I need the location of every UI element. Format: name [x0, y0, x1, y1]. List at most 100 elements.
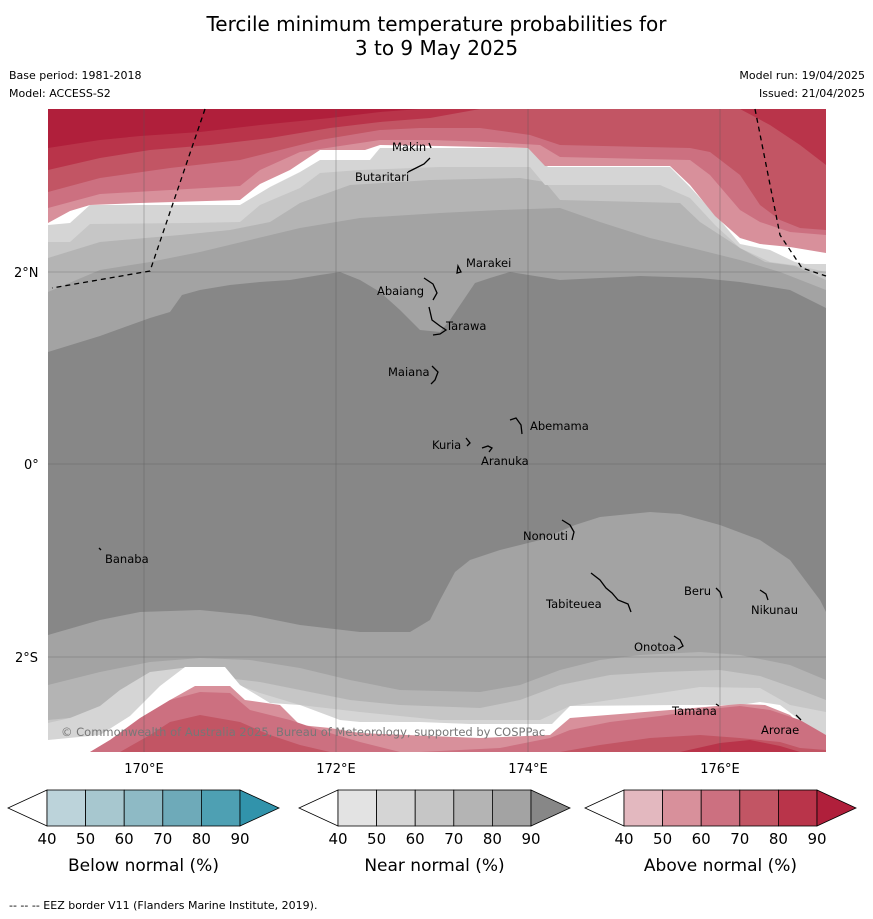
near-normal-colorbar-tick: 40	[328, 830, 347, 848]
near-normal-colorbar-segment	[337, 789, 377, 827]
label-makin: Makin	[392, 140, 426, 154]
label-abaiang: Abaiang	[377, 284, 424, 298]
island-abaiang	[423, 277, 438, 301]
above-normal-colorbar-segment	[623, 789, 663, 827]
below-normal-colorbar-tick: 50	[76, 830, 95, 848]
island-tarawa	[428, 306, 448, 336]
island-aranuka	[481, 445, 493, 453]
gridlines	[48, 109, 826, 752]
label-onotoa: Onotoa	[634, 640, 676, 654]
island-arorae	[795, 714, 802, 721]
above-normal-colorbar-tick: 90	[807, 830, 826, 848]
label-marakei: Marakei	[466, 256, 511, 270]
island-tabiteuea	[590, 572, 632, 613]
below-normal-colorbar-max-extension	[239, 789, 280, 827]
lon-label-172: 172°E	[316, 762, 356, 777]
above-normal-colorbar-tick: 70	[730, 830, 749, 848]
probability-field	[48, 109, 826, 752]
run-info: Model run: 19/04/2025 Issued: 21/04/2025	[739, 67, 865, 103]
label-abemama: Abemama	[530, 419, 589, 433]
label-nonouti: Nonouti	[523, 529, 568, 543]
label-maiana: Maiana	[388, 365, 430, 379]
below-normal-colorbar-segment	[162, 789, 202, 827]
island-abemama	[509, 417, 523, 435]
label-tabiteuea: Tabiteuea	[545, 597, 602, 611]
above-normal-colorbar: 40 50 60 70 80 90 Above normal (%)	[584, 789, 857, 876]
below-normal-colorbar-tick: 40	[37, 830, 56, 848]
above-normal-colorbar-segment	[662, 789, 702, 827]
island-butaritari	[407, 157, 431, 173]
issued-date: Issued: 21/04/2025	[758, 87, 865, 100]
above-normal-colorbar-tick: 50	[653, 830, 672, 848]
island-nikunau	[759, 589, 769, 601]
islands	[98, 142, 802, 721]
lat-label-0: 0°	[24, 458, 39, 473]
label-beru: Beru	[684, 584, 711, 598]
model-info: Base period: 1981-2018 Model: ACCESS-S2	[9, 67, 141, 103]
island-nonouti	[561, 519, 575, 541]
colorbars: 40 50 60 70 80 90 Below normal (%) 40 50 60 70 80 90…	[7, 789, 857, 876]
below-normal-colorbar-tick: 70	[153, 830, 172, 848]
lon-label-174: 174°E	[508, 762, 548, 777]
below-normal-colorbar-segment	[123, 789, 164, 827]
label-tamana: Tamana	[671, 704, 717, 718]
label-tarawa: Tarawa	[445, 319, 486, 333]
longitude-labels: 170°E 172°E 174°E 176°E	[124, 762, 740, 777]
near-normal-colorbar-tick: 60	[406, 830, 425, 848]
near-normal-colorbar-max-extension	[530, 789, 571, 827]
near-normal-colorbar-min-extension	[298, 789, 339, 827]
island-kuria	[465, 437, 471, 447]
island-tamana	[715, 703, 720, 707]
base-period: Base period: 1981-2018	[9, 69, 142, 82]
label-butaritari: Butaritari	[355, 170, 409, 184]
island-banaba	[98, 547, 102, 551]
below-normal-colorbar-segment	[85, 789, 125, 827]
lon-label-176: 176°E	[700, 762, 740, 777]
above-normal-colorbar-tick: 60	[692, 830, 711, 848]
label-kuria: Kuria	[432, 438, 461, 452]
label-arorae: Arorae	[761, 723, 799, 737]
model-run: Model run: 19/04/2025	[739, 69, 865, 82]
south-above-70	[120, 715, 330, 752]
lon-label-170: 170°E	[124, 762, 164, 777]
near-normal-colorbar-tick: 70	[444, 830, 463, 848]
below-normal-colorbar-tick: 80	[192, 830, 211, 848]
below-normal-colorbar-tick: 60	[115, 830, 134, 848]
place-labels: Makin Butaritari Marakei Abaiang Tarawa …	[105, 140, 799, 737]
near-normal-colorbar-segment	[453, 789, 493, 827]
title-line-2: 3 to 9 May 2025	[354, 36, 519, 60]
island-makin	[428, 142, 432, 149]
island-onotoa	[673, 635, 684, 650]
eez-legend-note: -- -- -- EEZ border V11 (Flanders Marine…	[9, 899, 318, 912]
island-maiana	[430, 365, 439, 385]
below-normal-colorbar-label: Below normal (%)	[68, 856, 219, 876]
south-above-80	[680, 740, 800, 752]
below-normal-colorbar-segment	[200, 789, 241, 827]
label-banaba: Banaba	[105, 552, 149, 566]
above-normal-colorbar-segment	[778, 789, 818, 827]
below-normal-colorbar-segment	[46, 789, 86, 827]
above-normal-colorbar-segment	[700, 789, 741, 827]
above-normal-colorbar-segment	[739, 789, 779, 827]
near-normal-colorbar-segment	[414, 789, 455, 827]
latitude-labels: 2°N 0° 2°S	[14, 266, 39, 666]
south-above-60	[48, 706, 826, 752]
lat-label-2n: 2°N	[14, 266, 39, 281]
near-normal-colorbar-tick: 50	[367, 830, 386, 848]
map-title: Tercile minimum temperature probabilitie…	[0, 12, 873, 60]
island-beru	[715, 587, 723, 599]
label-nikunau: Nikunau	[751, 603, 798, 617]
north-above-90	[48, 109, 420, 148]
near-normal-colorbar-tick: 80	[483, 830, 502, 848]
near-normal-colorbar-label: Near normal (%)	[364, 856, 504, 876]
near-normal-colorbar: 40 50 60 70 80 90 Near normal (%)	[298, 789, 571, 876]
above-normal-colorbar-min-extension	[584, 789, 625, 827]
above-normal-colorbar-max-extension	[816, 789, 857, 827]
title-line-1: Tercile minimum temperature probabilitie…	[206, 12, 667, 36]
near-normal-colorbar-segment	[491, 789, 532, 827]
near-normal-colorbar-tick: 90	[521, 830, 540, 848]
above-normal-colorbar-label: Above normal (%)	[644, 856, 797, 876]
above-normal-colorbar-tick: 40	[614, 830, 633, 848]
near-normal-colorbar-segment	[376, 789, 416, 827]
